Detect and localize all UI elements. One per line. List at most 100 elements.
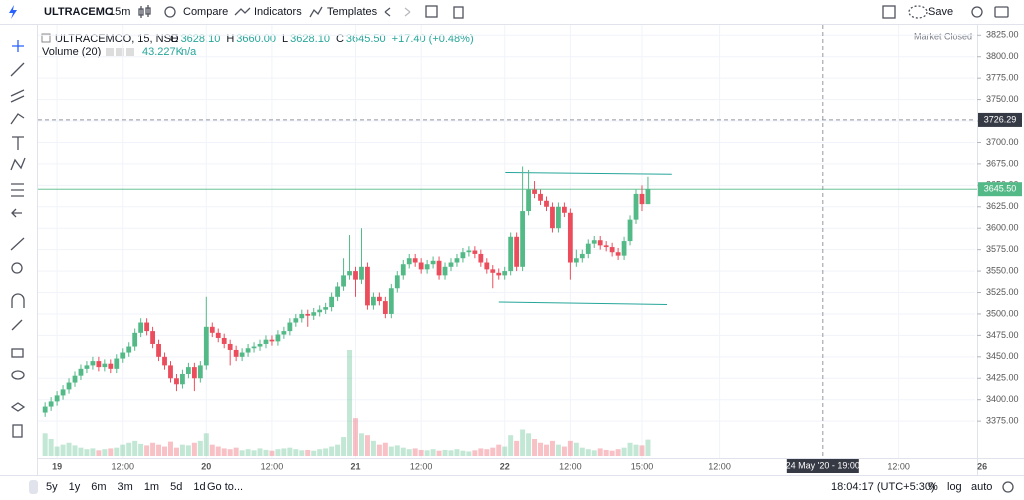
candle-body: [275, 334, 281, 342]
candle-body: [48, 401, 54, 407]
volume-bar: [460, 450, 466, 456]
volume-bar: [591, 450, 597, 456]
redo-button[interactable]: [404, 7, 411, 17]
volume-bar: [442, 449, 448, 456]
indicators-button[interactable]: Indicators: [254, 6, 302, 18]
prediction-tool[interactable]: [11, 183, 24, 197]
volume-bar: [424, 450, 430, 456]
trash-tool[interactable]: [12, 424, 23, 438]
candle-body: [567, 212, 573, 263]
volume-settings[interactable]: [116, 48, 124, 56]
candle-body: [66, 382, 72, 390]
volume-bar: [335, 444, 341, 456]
logo-icon[interactable]: [9, 5, 17, 19]
compare-button[interactable]: Compare: [183, 6, 228, 18]
layout-button[interactable]: [882, 5, 896, 19]
candle-body: [388, 288, 394, 314]
goto-button[interactable]: Go to...: [207, 481, 243, 493]
legend-key: H: [226, 33, 234, 45]
zoom-tool[interactable]: [11, 262, 23, 274]
candle-body: [597, 240, 603, 246]
volume-close[interactable]: [126, 48, 134, 56]
chart-style-icon[interactable]: [138, 5, 151, 18]
candle-body: [108, 363, 114, 369]
volume-bar: [484, 449, 490, 456]
candle-body: [424, 264, 430, 270]
percent-toggle[interactable]: %: [928, 481, 938, 493]
lock-tool[interactable]: [11, 348, 24, 358]
axis-settings[interactable]: [1002, 481, 1014, 493]
select-button[interactable]: [425, 5, 438, 18]
volume-bar: [645, 439, 651, 456]
settings-button[interactable]: [971, 6, 983, 18]
fib-tool[interactable]: [10, 89, 25, 103]
crosshair-x-tag: [786, 459, 859, 473]
volume-bar: [173, 447, 179, 456]
volume-bar: [84, 449, 90, 456]
collapse-toggle[interactable]: [41, 33, 51, 43]
indicators-icon[interactable]: [234, 7, 251, 16]
range-button[interactable]: 1d: [193, 481, 205, 493]
auto-toggle[interactable]: auto: [971, 481, 992, 493]
templates-icon[interactable]: [309, 6, 323, 18]
legend-ohlc: O 3628.10 H 3660.00 L 3628.10 C 3645.50 +17.40 (…: [170, 33, 474, 45]
volume-bar: [150, 442, 156, 456]
volume-bar: [54, 446, 60, 456]
volume-bar: [329, 446, 335, 456]
candle-body: [209, 326, 215, 333]
candle-body: [168, 365, 173, 379]
candle-body: [156, 343, 161, 357]
trendline-tool[interactable]: [10, 62, 25, 77]
x-tick-label: 21: [350, 461, 360, 471]
symbol-button[interactable]: ULTRACEMC: [44, 6, 113, 18]
volume-bar: [287, 447, 293, 456]
candle-body: [329, 296, 335, 308]
candle-body: [561, 206, 567, 213]
log-toggle[interactable]: log: [947, 481, 962, 493]
candle-body: [305, 313, 311, 316]
candle-body: [299, 313, 305, 319]
range-button[interactable]: 1y: [69, 481, 81, 493]
magnet-tool[interactable]: [11, 293, 25, 308]
volume-bar: [209, 444, 215, 456]
layers-tool[interactable]: [10, 402, 26, 412]
calendar-toggle[interactable]: [29, 480, 38, 494]
candle-body: [579, 253, 585, 259]
templates-button[interactable]: Templates: [327, 6, 378, 18]
volume-bar: [239, 450, 245, 456]
compare-icon[interactable]: [164, 6, 176, 18]
range-button[interactable]: 1m: [144, 481, 159, 493]
range-button[interactable]: 6m: [91, 481, 106, 493]
hide-tool[interactable]: [11, 370, 25, 380]
text-tool[interactable]: [12, 136, 24, 150]
candle-body: [162, 356, 167, 366]
range-button[interactable]: 3m: [118, 481, 133, 493]
cloud-icon[interactable]: [908, 5, 928, 19]
volume-bar: [311, 450, 317, 456]
volume-bar: [227, 449, 233, 456]
volume-bar: [633, 444, 639, 456]
save-button[interactable]: Save: [928, 6, 953, 18]
ruler-tool[interactable]: [10, 237, 25, 251]
candle-body: [60, 389, 66, 396]
candle-body: [72, 375, 78, 383]
legend-key: L: [282, 33, 288, 45]
candle-body: [639, 193, 645, 205]
range-button[interactable]: 5d: [170, 481, 182, 493]
candle-body: [556, 206, 561, 229]
range-button[interactable]: 5y: [46, 481, 58, 493]
snapshot-button[interactable]: [994, 6, 1009, 18]
volume-bar: [48, 438, 54, 456]
candle-body: [185, 367, 191, 374]
pattern-tool[interactable]: [10, 157, 26, 171]
crosshair-tool[interactable]: [12, 40, 24, 52]
undo-button[interactable]: [384, 7, 391, 17]
back-tool[interactable]: [11, 208, 22, 218]
interval-button[interactable]: 15m: [109, 6, 130, 18]
candle-body: [365, 266, 370, 306]
candle-body: [269, 339, 275, 342]
brush-tool[interactable]: [10, 113, 25, 125]
volume-eye[interactable]: [106, 48, 114, 56]
delete-button[interactable]: [453, 6, 464, 19]
stay-draw-tool[interactable]: [11, 319, 23, 331]
